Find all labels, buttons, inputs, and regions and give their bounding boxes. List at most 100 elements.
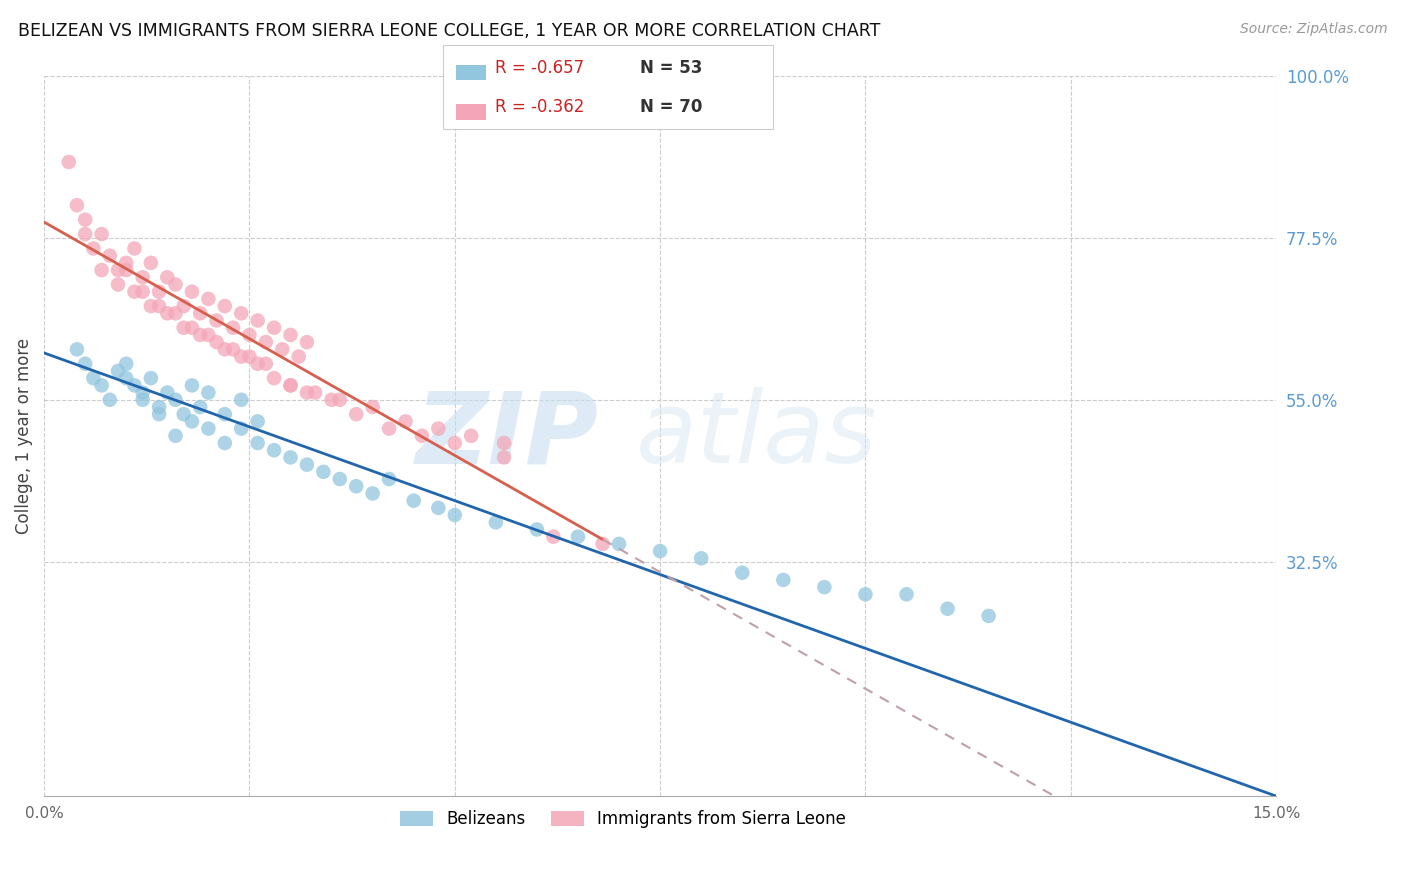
Point <box>124 378 146 392</box>
Point <box>246 357 269 371</box>
Point <box>280 450 302 465</box>
Point <box>82 242 104 256</box>
Point <box>222 320 245 334</box>
Point <box>690 551 713 566</box>
Point <box>156 385 179 400</box>
Point <box>139 256 162 270</box>
Point <box>165 306 187 320</box>
Point <box>75 227 97 241</box>
Point <box>214 343 236 357</box>
Point <box>173 407 195 421</box>
Point <box>214 407 236 421</box>
Point <box>254 357 277 371</box>
Point <box>263 320 285 334</box>
Point <box>263 371 285 385</box>
Point <box>443 436 465 450</box>
Point <box>231 350 253 364</box>
Text: N = 70: N = 70 <box>640 98 702 116</box>
Point <box>526 523 548 537</box>
Point <box>58 155 80 169</box>
Point <box>271 343 294 357</box>
Point <box>139 371 162 385</box>
Point <box>115 256 138 270</box>
Point <box>485 516 508 530</box>
Point <box>173 320 195 334</box>
Text: atlas: atlas <box>636 387 877 484</box>
Point <box>188 400 211 414</box>
Text: R = -0.362: R = -0.362 <box>495 98 585 116</box>
Point <box>813 580 835 594</box>
Point <box>66 343 89 357</box>
Point <box>231 392 253 407</box>
Point <box>494 450 516 465</box>
Point <box>181 285 204 299</box>
Point <box>222 343 245 357</box>
Point <box>361 400 384 414</box>
Point <box>107 277 129 292</box>
Point <box>156 306 179 320</box>
Point <box>107 263 129 277</box>
Point <box>75 212 97 227</box>
Point <box>214 436 236 450</box>
Point <box>156 270 179 285</box>
Point <box>107 364 129 378</box>
Point <box>115 371 138 385</box>
Point <box>173 299 195 313</box>
Y-axis label: College, 1 year or more: College, 1 year or more <box>15 338 32 534</box>
Point <box>427 421 450 435</box>
Point <box>205 313 228 327</box>
Point <box>131 385 153 400</box>
Point <box>295 335 318 350</box>
Point <box>124 285 146 299</box>
Point <box>607 537 630 551</box>
Point <box>411 429 433 443</box>
Point <box>304 385 326 400</box>
Point <box>90 227 112 241</box>
Point <box>90 378 112 392</box>
Text: BELIZEAN VS IMMIGRANTS FROM SIERRA LEONE COLLEGE, 1 YEAR OR MORE CORRELATION CHA: BELIZEAN VS IMMIGRANTS FROM SIERRA LEONE… <box>18 22 880 40</box>
Point <box>295 458 318 472</box>
Text: R = -0.657: R = -0.657 <box>495 59 583 77</box>
Point <box>131 285 153 299</box>
Point <box>295 385 318 400</box>
Point <box>75 357 97 371</box>
Legend: Belizeans, Immigrants from Sierra Leone: Belizeans, Immigrants from Sierra Leone <box>394 804 853 835</box>
Point <box>977 609 1000 624</box>
Point <box>82 371 104 385</box>
Point <box>246 436 269 450</box>
Point <box>321 392 343 407</box>
Point <box>231 421 253 435</box>
Point <box>378 421 401 435</box>
Point <box>98 392 121 407</box>
Point <box>214 299 236 313</box>
Point <box>592 537 614 551</box>
Point <box>648 544 671 558</box>
Point <box>197 421 219 435</box>
Point <box>263 443 285 458</box>
Point <box>188 306 211 320</box>
Point <box>246 414 269 428</box>
Point <box>124 242 146 256</box>
Point <box>494 436 516 450</box>
Text: Source: ZipAtlas.com: Source: ZipAtlas.com <box>1240 22 1388 37</box>
Point <box>148 285 170 299</box>
Point <box>238 350 260 364</box>
Point <box>427 500 450 515</box>
Point <box>181 320 204 334</box>
Point <box>165 277 187 292</box>
Point <box>165 429 187 443</box>
Point <box>567 530 589 544</box>
Point <box>344 407 367 421</box>
Point <box>936 601 959 615</box>
Point <box>280 378 302 392</box>
Point <box>329 392 352 407</box>
Point <box>378 472 401 486</box>
Point <box>98 249 121 263</box>
Point <box>772 573 794 587</box>
Point <box>402 493 425 508</box>
Point <box>188 327 211 342</box>
Point <box>731 566 754 580</box>
Point <box>361 486 384 500</box>
Point <box>896 587 918 601</box>
Point <box>460 429 482 443</box>
